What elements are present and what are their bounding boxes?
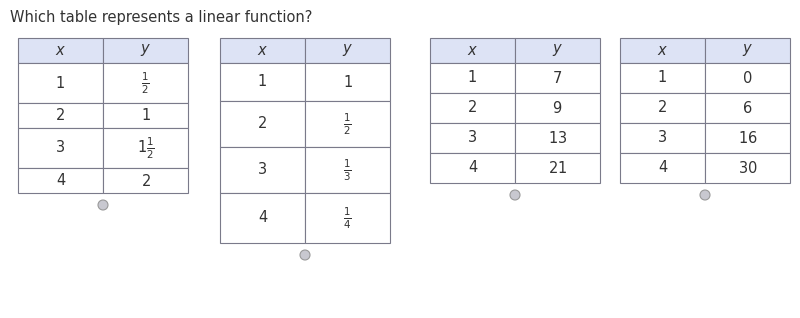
- Text: 1: 1: [468, 71, 477, 86]
- Circle shape: [300, 250, 310, 260]
- Text: $x$: $x$: [467, 43, 478, 58]
- Bar: [18, 168, 103, 193]
- Bar: [430, 63, 515, 93]
- Text: $y$: $y$: [342, 43, 353, 59]
- Bar: [220, 38, 305, 63]
- Bar: [220, 101, 305, 147]
- Text: 4: 4: [56, 173, 65, 188]
- Bar: [220, 147, 305, 193]
- Bar: [430, 38, 515, 63]
- Text: $\frac{1}{2}$: $\frac{1}{2}$: [343, 111, 352, 137]
- Text: $21$: $21$: [548, 160, 567, 176]
- Text: $1$: $1$: [342, 74, 353, 90]
- Circle shape: [510, 190, 520, 200]
- Text: $1\frac{1}{2}$: $1\frac{1}{2}$: [137, 135, 154, 161]
- Bar: [305, 147, 390, 193]
- Text: 1: 1: [258, 74, 267, 89]
- Text: 4: 4: [258, 211, 267, 225]
- Bar: [620, 153, 705, 183]
- Bar: [430, 93, 515, 123]
- Bar: [515, 93, 600, 123]
- Text: $y$: $y$: [742, 43, 753, 59]
- Text: $6$: $6$: [742, 100, 753, 116]
- Text: $9$: $9$: [552, 100, 562, 116]
- Bar: [705, 153, 790, 183]
- Text: 3: 3: [468, 130, 477, 146]
- Text: $x$: $x$: [657, 43, 668, 58]
- Text: 2: 2: [468, 100, 477, 115]
- Bar: [430, 153, 515, 183]
- Bar: [705, 38, 790, 63]
- Bar: [515, 38, 600, 63]
- Text: $\frac{1}{2}$: $\frac{1}{2}$: [142, 70, 150, 96]
- Bar: [18, 38, 103, 63]
- Bar: [515, 63, 600, 93]
- Text: $13$: $13$: [548, 130, 567, 146]
- Text: 3: 3: [258, 162, 267, 177]
- Text: $2$: $2$: [141, 172, 150, 189]
- Bar: [18, 128, 103, 168]
- Bar: [430, 123, 515, 153]
- Bar: [705, 93, 790, 123]
- Bar: [220, 63, 305, 101]
- Bar: [103, 63, 188, 103]
- Bar: [103, 168, 188, 193]
- Bar: [305, 63, 390, 101]
- Text: $y$: $y$: [552, 43, 563, 59]
- Bar: [220, 193, 305, 243]
- Text: $1$: $1$: [141, 107, 150, 123]
- Text: $y$: $y$: [140, 43, 151, 59]
- Text: 3: 3: [658, 130, 667, 146]
- Bar: [705, 63, 790, 93]
- Text: $7$: $7$: [553, 70, 562, 86]
- Bar: [515, 123, 600, 153]
- Bar: [18, 63, 103, 103]
- Bar: [103, 128, 188, 168]
- Bar: [620, 93, 705, 123]
- Text: 3: 3: [56, 141, 65, 156]
- Text: 2: 2: [258, 116, 267, 132]
- Text: $x$: $x$: [257, 43, 268, 58]
- Circle shape: [700, 190, 710, 200]
- Text: 1: 1: [56, 75, 65, 91]
- Bar: [620, 38, 705, 63]
- Text: $0$: $0$: [742, 70, 753, 86]
- Bar: [620, 63, 705, 93]
- Bar: [305, 101, 390, 147]
- Bar: [705, 123, 790, 153]
- Bar: [18, 103, 103, 128]
- Text: 2: 2: [658, 100, 667, 115]
- Bar: [515, 153, 600, 183]
- Bar: [103, 103, 188, 128]
- Bar: [620, 123, 705, 153]
- Bar: [103, 38, 188, 63]
- Bar: [305, 193, 390, 243]
- Text: $x$: $x$: [55, 43, 66, 58]
- Text: $\frac{1}{4}$: $\frac{1}{4}$: [343, 205, 352, 231]
- Text: 4: 4: [468, 161, 477, 176]
- Circle shape: [98, 200, 108, 210]
- Text: $30$: $30$: [738, 160, 758, 176]
- Text: 1: 1: [658, 71, 667, 86]
- Bar: [305, 38, 390, 63]
- Text: $\frac{1}{3}$: $\frac{1}{3}$: [343, 157, 352, 183]
- Text: Which table represents a linear function?: Which table represents a linear function…: [10, 10, 312, 25]
- Text: 2: 2: [56, 108, 65, 123]
- Text: 4: 4: [658, 161, 667, 176]
- Text: $16$: $16$: [738, 130, 758, 146]
